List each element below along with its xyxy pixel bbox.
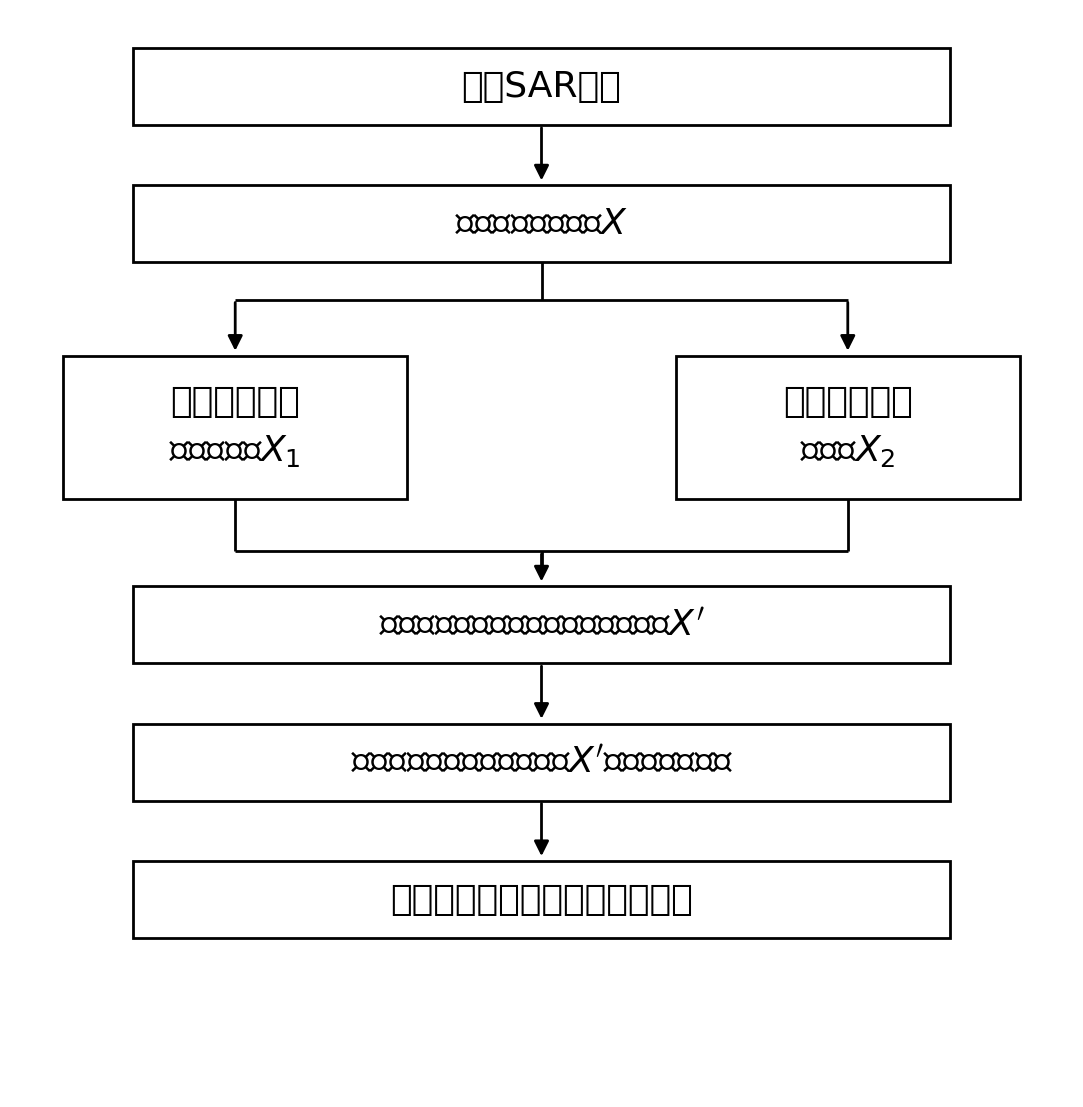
Bar: [133, 587, 950, 663]
Text: 线性融合原始特征集与拓展数据集为$\mathit{X}'$: 线性融合原始特征集与拓展数据集为$\mathit{X}'$: [379, 608, 704, 642]
Bar: [133, 724, 950, 800]
Text: 分类器分类目标，实现目标识别: 分类器分类目标，实现目标识别: [390, 882, 693, 917]
Text: 符号回归产生
扩展特征集$\mathit{X}_1$: 符号回归产生 扩展特征集$\mathit{X}_1$: [169, 385, 301, 469]
Text: 主成分分析构造特征集降维$\mathit{X}'$得到判别特征集: 主成分分析构造特征集降维$\mathit{X}'$得到判别特征集: [351, 745, 732, 779]
Text: 原始SAR图像: 原始SAR图像: [461, 70, 622, 104]
Text: 向量化预处理得到$\mathit{X}$: 向量化预处理得到$\mathit{X}$: [455, 207, 628, 241]
Bar: [133, 48, 950, 125]
Bar: [133, 186, 950, 262]
Bar: [676, 355, 1020, 498]
Bar: [63, 355, 407, 498]
Bar: [133, 861, 950, 938]
Text: 多项式特征拓
展特征$\mathit{X}_2$: 多项式特征拓 展特征$\mathit{X}_2$: [783, 385, 913, 469]
